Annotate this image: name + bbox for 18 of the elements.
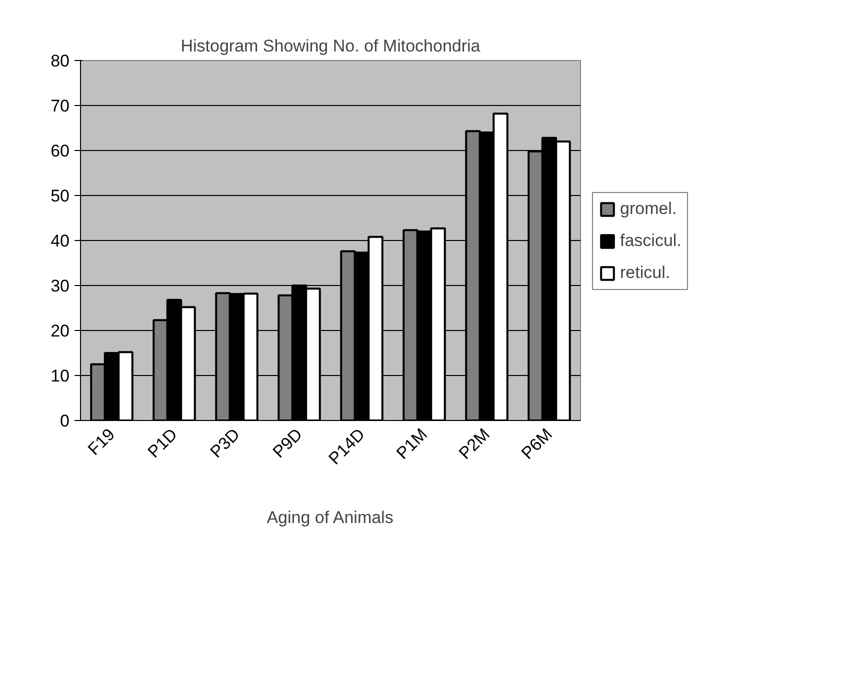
legend-label: fascicul. — [620, 231, 682, 251]
chart-title: Histogram Showing No. of Mitochondria — [180, 36, 481, 56]
legend-label: gromel. — [620, 199, 677, 219]
y-tick-label: 50 — [50, 186, 70, 206]
x-tick-label: F19 — [84, 424, 118, 459]
y-tick-label: 20 — [50, 322, 70, 340]
legend-label: reticul. — [620, 263, 670, 283]
y-tick-label: 30 — [50, 276, 70, 296]
y-tick-label: 70 — [50, 96, 70, 116]
y-tick-label: 0 — [60, 412, 70, 430]
y-tick-label: 40 — [50, 232, 70, 250]
x-tick-label: P9D — [269, 424, 306, 462]
y-tick-label: 80 — [50, 52, 70, 70]
y-tick-label: 10 — [50, 366, 70, 386]
y-tick-label: 60 — [50, 142, 70, 160]
x-axis-title: Aging of Animals — [266, 508, 394, 528]
x-tick-label: P1D — [144, 424, 181, 462]
x-tick-label: P3D — [206, 424, 244, 462]
